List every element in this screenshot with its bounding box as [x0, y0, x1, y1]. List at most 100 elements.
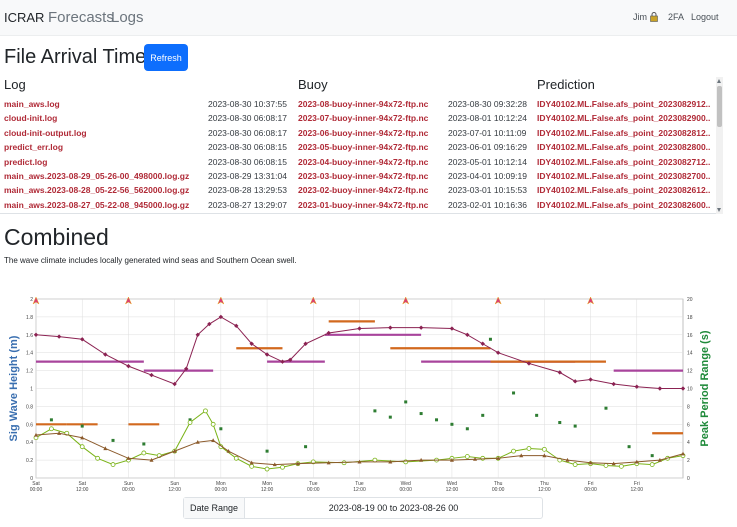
green-hs-marker: [210, 421, 216, 427]
log-file-link[interactable]: cloud-init-output.log: [4, 127, 87, 138]
swell-hs-marker: [218, 314, 224, 320]
section-title-combined: Combined: [4, 224, 109, 250]
log-arrival-time: 2023-08-30 06:08:17: [208, 127, 287, 138]
x-tick-day-label: Thu: [494, 481, 503, 487]
refresh-button[interactable]: Refresh: [144, 44, 188, 71]
log-file-link[interactable]: predict.log: [4, 156, 48, 167]
swell-hs-marker: [357, 326, 362, 331]
log-file-link[interactable]: predict_err.log: [4, 142, 64, 153]
brown-hs-marker: [195, 440, 200, 444]
prediction-file-link[interactable]: IDY40102.ML.False.afs_point_2023082900..: [537, 113, 711, 124]
swell-hs-marker: [326, 330, 331, 336]
buoy-file-link[interactable]: 2023-02-buoy-inner-94x72-ftp.nc: [298, 185, 429, 196]
log-file-link[interactable]: main_aws.2023-08-29_05-26-00_498000.log.…: [4, 171, 190, 181]
period-scatter-point: [80, 424, 84, 428]
y-tick-label: 1.4: [26, 351, 33, 357]
log-file-link[interactable]: main_aws.2023-08-27_05-22-08_945000.log.…: [4, 199, 190, 210]
table-row: main_aws.2023-08-27_05-22-08_945000.log.…: [0, 199, 716, 213]
prediction-file-link[interactable]: IDY40102.ML.False.afs_point_2023082912..: [537, 99, 711, 109]
wave-direction-arrow-icon: [309, 296, 317, 305]
log-file-link[interactable]: cloud-init.log: [4, 113, 58, 124]
buoy-file-link[interactable]: 2023-01-buoy-inner-94x72-ftp.nc: [298, 199, 429, 210]
scrollbar[interactable]: [716, 77, 723, 214]
buoy-file-link[interactable]: 2023-04-buoy-inner-94x72-ftp.nc: [298, 156, 429, 167]
scrollbar-thumb[interactable]: [717, 86, 722, 127]
y2-tick-label: 0: [687, 476, 690, 482]
period-scatter-point: [219, 427, 223, 431]
prediction-file-link[interactable]: IDY40102.ML.False.afs_point_2023082812..: [537, 127, 711, 138]
brown-hs-marker: [226, 448, 231, 453]
x-tick-time-label: 12:00: [631, 487, 644, 493]
table-row: main_aws.2023-08-29_05-26-00_498000.log.…: [0, 171, 716, 185]
wave-direction-arrow-icon: [494, 296, 502, 305]
twofa-link[interactable]: 2FA: [668, 12, 685, 22]
period-scatter-point: [573, 424, 577, 428]
page-title: File Arrival Times: [4, 46, 157, 68]
y-tick-label: 0.2: [26, 458, 33, 464]
navbar-brand[interactable]: ICRAR: [4, 10, 45, 25]
x-tick-time-label: 00:00: [492, 487, 505, 493]
swell-hs-marker: [80, 337, 85, 342]
period-scatter-point: [188, 418, 192, 422]
swell-hs-marker: [280, 359, 285, 364]
date-range-control[interactable]: Date Range 2023-08-19 00 to 2023-08-26 0…: [183, 497, 543, 519]
swell-hs-marker: [657, 386, 663, 391]
buoy-file-link[interactable]: 2023-03-buoy-inner-94x72-ftp.nc: [298, 171, 429, 181]
scroll-up-arrow-icon[interactable]: [717, 79, 721, 83]
swell-hs-marker: [103, 352, 108, 357]
wave-direction-arrow-icon: [32, 296, 40, 305]
period-scatter-point: [404, 400, 408, 404]
swell-hs-marker: [418, 325, 424, 330]
prediction-file-link[interactable]: IDY40102.ML.False.afs_point_2023082612..: [537, 185, 711, 196]
nav-link-logs[interactable]: Logs: [111, 9, 144, 26]
swell-hs-marker: [234, 323, 239, 329]
brown-hs-marker: [211, 438, 216, 443]
combined-wave-chart: 00.20.40.60.811.21.41.61.820246810121416…: [8, 296, 711, 493]
brown-hs-marker: [57, 431, 62, 435]
x-tick-day-label: Sat: [32, 481, 40, 487]
prediction-file-link[interactable]: IDY40102.ML.False.afs_point_2023082700..: [537, 171, 711, 181]
period-scatter-point: [142, 442, 146, 446]
buoy-arrival-time: 2023-06-01 09:16:29: [448, 142, 527, 153]
buoy-file-link[interactable]: 2023-06-buoy-inner-94x72-ftp.nc: [298, 127, 429, 138]
table-row: predict_err.log 2023-08-30 06:08:15 2023-0…: [0, 142, 716, 156]
nav-link-forecasts[interactable]: Forecasts: [48, 9, 114, 26]
y-tick-label: 1: [30, 387, 33, 393]
buoy-file-link[interactable]: 2023-08-buoy-inner-94x72-ftp.nc: [298, 99, 429, 109]
swell-hs-marker: [172, 381, 177, 387]
scroll-down-arrow-icon[interactable]: [717, 208, 721, 212]
log-file-link[interactable]: main_aws.log: [4, 99, 60, 109]
period-scatter-point: [650, 454, 654, 458]
y2-axis-title: Peak Period Range (s): [699, 330, 711, 446]
buoy-file-link[interactable]: 2023-07-buoy-inner-94x72-ftp.nc: [298, 113, 429, 124]
brown-hs-marker: [172, 448, 177, 453]
prediction-file-link[interactable]: IDY40102.ML.False.afs_point_2023082712..: [537, 156, 711, 167]
table-row: predict.log 2023-08-30 06:08:15 2023-04-bu…: [0, 157, 716, 171]
green-hs-marker: [464, 454, 470, 459]
prediction-file-link[interactable]: IDY40102.ML.False.afs_point_2023082800..: [537, 142, 711, 153]
x-tick-day-label: Sun: [170, 481, 179, 487]
x-tick-time-label: 12:00: [168, 487, 181, 493]
green-hs-marker: [603, 463, 609, 468]
buoy-arrival-time: 2023-04-01 10:09:19: [448, 171, 527, 181]
log-file-link[interactable]: main_aws.2023-08-28_05-22-56_562000.log.…: [4, 185, 190, 196]
buoy-file-link[interactable]: 2023-05-buoy-inner-94x72-ftp.nc: [298, 142, 429, 153]
green-hs-marker: [649, 462, 655, 467]
swell-hs-marker: [526, 361, 532, 366]
column-header-buoy: Buoy: [298, 77, 328, 92]
x-tick-time-label: 12:00: [446, 487, 459, 493]
swell-hs-marker: [680, 386, 686, 391]
y-tick-label: 1.2: [26, 369, 33, 375]
lock-icon: [650, 12, 658, 22]
brown-hs-marker: [542, 453, 547, 458]
prediction-file-link[interactable]: IDY40102.ML.False.afs_point_2023082600..: [537, 199, 711, 210]
user-name[interactable]: Jim: [633, 12, 647, 22]
brown-hs-marker: [634, 459, 639, 464]
logout-link[interactable]: Logout: [691, 12, 719, 22]
period-scatter-point: [465, 427, 469, 431]
brown-hs-marker: [681, 451, 685, 456]
x-tick-day-label: Sun: [124, 481, 133, 487]
y2-tick-label: 8: [687, 404, 690, 410]
date-range-input[interactable]: 2023-08-19 00 to 2023-08-26 00: [328, 503, 459, 513]
brown-hs-marker: [388, 459, 393, 464]
